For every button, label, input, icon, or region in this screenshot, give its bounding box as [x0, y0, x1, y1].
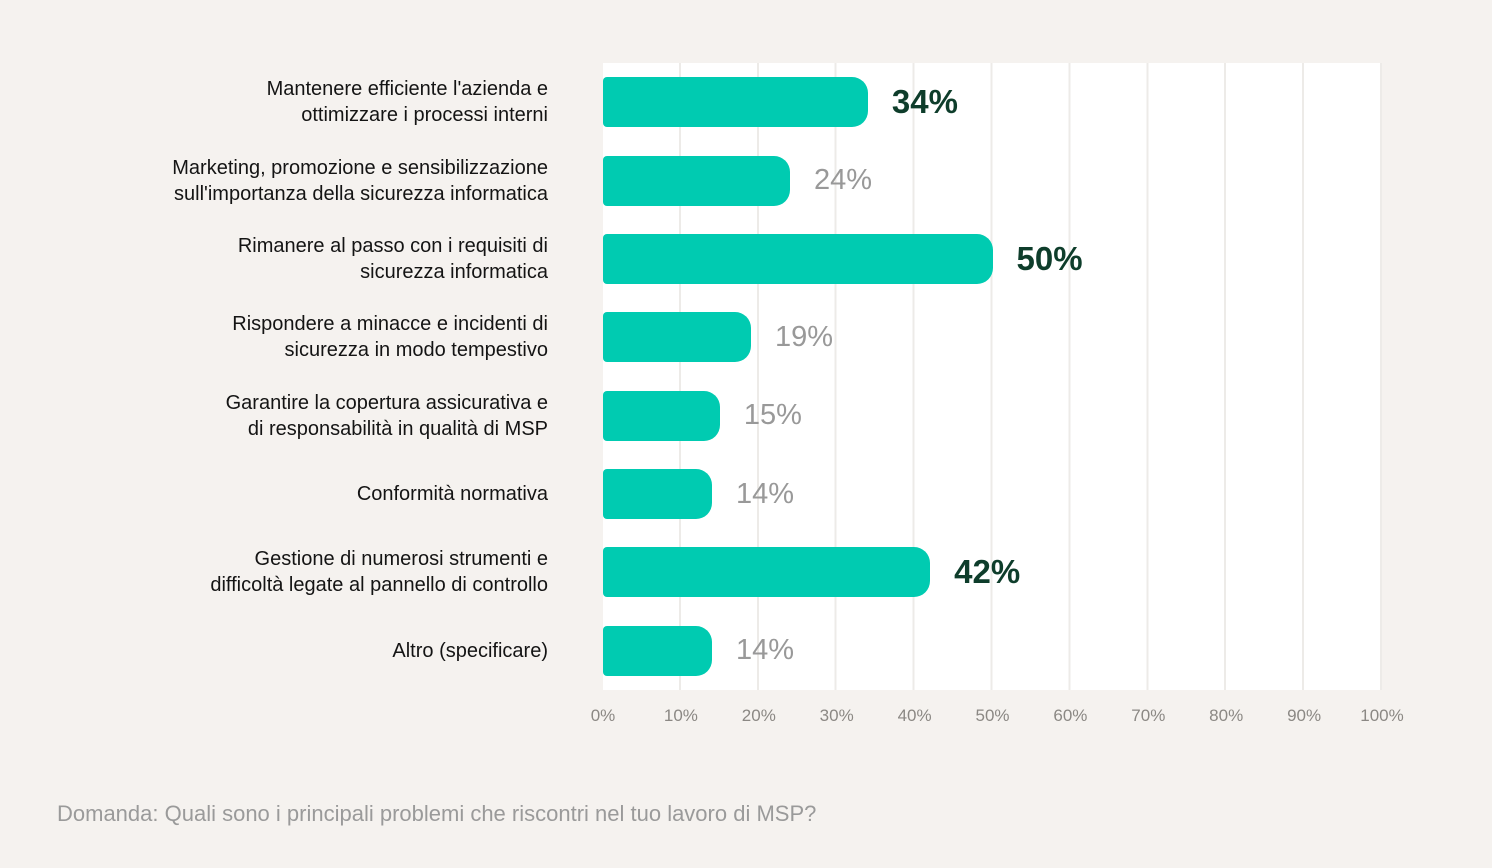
x-axis-tick-label: 100%	[1360, 706, 1404, 725]
chart-row: Rispondere a minacce e incidenti di sicu…	[0, 298, 1420, 376]
footnote: Domanda: Quali sono i principali problem…	[57, 801, 817, 826]
bar	[603, 155, 790, 206]
x-axis: 0% 10% 20% 30% 40% 50% 60% 70% 80% 90% 100%	[0, 706, 1492, 730]
bar	[603, 547, 931, 598]
bar-area: 14%	[603, 469, 795, 520]
category-label: Garantire la copertura assicurativa e di…	[225, 391, 548, 440]
x-axis-tick-label: 0%	[590, 706, 616, 725]
value-label: 24%	[813, 164, 872, 197]
category-label: Rimanere al passo con i requisiti di sic…	[237, 234, 548, 283]
x-axis-tick-label: 80%	[1209, 706, 1244, 725]
value-label: 42%	[954, 553, 1021, 591]
value-label: 15%	[743, 399, 802, 432]
value-label: 34%	[891, 83, 958, 121]
x-axis-tick-label: 50%	[975, 706, 1010, 725]
value-label: 50%	[1016, 239, 1083, 277]
chart-row: Gestione di numerosi strumenti e diffico…	[0, 533, 1420, 611]
x-axis-tick-label: 20%	[741, 706, 776, 725]
bar-area: 34%	[603, 77, 958, 128]
x-axis-tick-label: 10%	[663, 706, 698, 725]
x-axis-tick-label: 90%	[1287, 706, 1322, 725]
category-label: Mantenere efficiente l'azienda e ottimiz…	[266, 78, 548, 127]
chart-row: Altro (specificare) 14%	[0, 612, 1420, 690]
bar-area: 19%	[603, 312, 834, 363]
bar-area: 14%	[603, 625, 795, 676]
value-label: 14%	[736, 634, 795, 667]
value-label: 19%	[775, 320, 834, 353]
chart-row: Rimanere al passo con i requisiti di sic…	[0, 220, 1420, 298]
x-axis-tick-label: 60%	[1053, 706, 1088, 725]
x-axis-tick-label: 30%	[819, 706, 854, 725]
category-label: Gestione di numerosi strumenti e diffico…	[210, 548, 548, 597]
chart-row: Garantire la copertura assicurativa e di…	[0, 377, 1420, 455]
chart-row: Conformità normativa 14%	[0, 455, 1420, 533]
bar	[603, 77, 868, 128]
value-label: 14%	[736, 477, 795, 510]
bar	[603, 233, 993, 284]
category-label: Rispondere a minacce e incidenti di sicu…	[232, 313, 548, 362]
bar	[603, 312, 751, 363]
chart-row: Marketing, promozione e sensibilizzazion…	[0, 141, 1420, 219]
bar-area: 50%	[603, 233, 1083, 284]
bar	[603, 625, 713, 676]
x-axis-tick-label: 40%	[897, 706, 932, 725]
bar-area: 24%	[603, 155, 872, 206]
bar-area: 42%	[603, 547, 1021, 598]
category-label: Marketing, promozione e sensibilizzazion…	[172, 156, 548, 205]
category-label: Conformità normativa	[356, 483, 548, 506]
bar-area: 15%	[603, 390, 802, 441]
chart-rows: Mantenere efficiente l'azienda e ottimiz…	[0, 63, 1420, 690]
bar	[603, 390, 720, 441]
category-label: Altro (specificare)	[392, 639, 548, 662]
x-axis-tick-label: 70%	[1131, 706, 1166, 725]
chart-row: Mantenere efficiente l'azienda e ottimiz…	[0, 63, 1420, 141]
bar	[603, 469, 713, 520]
